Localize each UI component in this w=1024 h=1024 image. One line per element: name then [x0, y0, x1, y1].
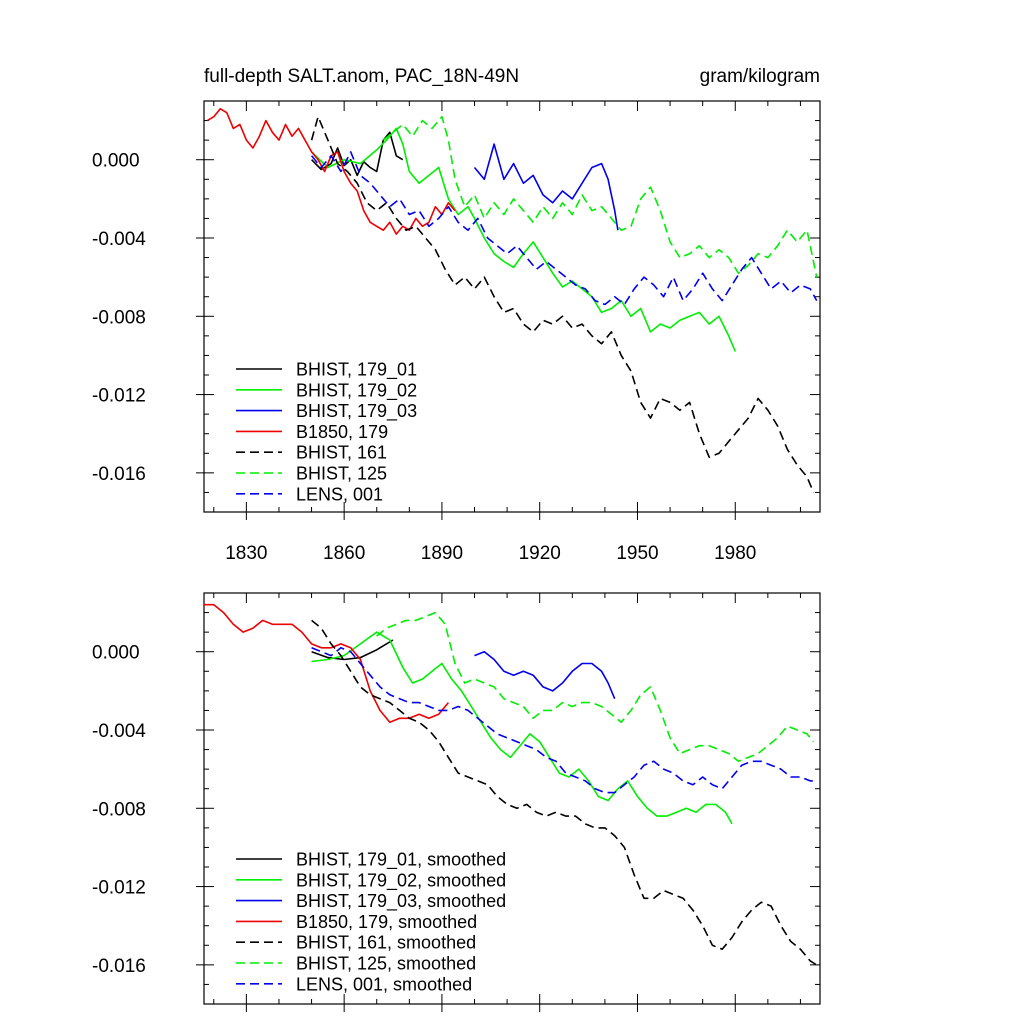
- bottom-y-tick-label: -0.016: [92, 956, 146, 977]
- bottom-series-line: [376, 611, 815, 763]
- bottom-series-line: [311, 619, 818, 966]
- top-x-tick-label: 1980: [714, 543, 756, 564]
- top-legend-label: BHIST, 125: [296, 464, 387, 484]
- top-panel-title: full-depth SALT.anom, PAC_18N-49N: [204, 66, 519, 87]
- bottom-series-group: [204, 603, 818, 966]
- top-series-line: [310, 151, 818, 306]
- bottom-series-line: [204, 603, 450, 724]
- bottom-legend: BHIST, 179_01, smoothed BHIST, 179_02, s…: [236, 850, 506, 994]
- top-series-line: [311, 127, 737, 352]
- top-series-line: [382, 115, 818, 278]
- bottom-legend-label: LENS, 001, smoothed: [296, 974, 472, 994]
- top-axis-ticks: [196, 101, 820, 520]
- top-y-tick-label: -0.016: [92, 464, 146, 485]
- bottom-series-line: [311, 646, 817, 794]
- top-legend-label: BHIST, 179_01: [296, 360, 417, 381]
- top-x-tick-label: 1920: [519, 543, 561, 564]
- bottom-legend-label: BHIST, 179_02, smoothed: [296, 870, 506, 891]
- top-x-tick-label: 1890: [421, 543, 463, 564]
- bottom-legend-label: BHIST, 125, smoothed: [296, 954, 476, 974]
- top-series-line: [473, 143, 619, 231]
- bottom-y-tick-label: 0.000: [92, 643, 140, 664]
- top-y-tick-label: 0.000: [92, 151, 140, 172]
- bottom-y-tick-label: -0.012: [92, 878, 146, 899]
- top-series-line: [311, 131, 404, 177]
- top-panel: full-depth SALT.anom, PAC_18N-49N gram/k…: [92, 66, 821, 564]
- top-legend-label: BHIST, 179_02: [296, 380, 417, 401]
- top-legend-label: BHIST, 161: [296, 443, 387, 463]
- bottom-plot-frame: [203, 592, 821, 1005]
- top-legend-label: LENS, 001: [296, 484, 383, 504]
- bottom-y-tick-label: -0.004: [92, 721, 146, 742]
- top-plot-frame: [203, 100, 821, 513]
- bottom-panel: 0.000 -0.004 -0.008 -0.012 -0.016 BHIST,…: [92, 592, 821, 1012]
- top-x-tick-label: 1860: [323, 543, 365, 564]
- bottom-legend-label: BHIST, 179_03, smoothed: [296, 891, 506, 912]
- top-legend: BHIST, 179_01 BHIST, 179_02 BHIST, 179_0…: [236, 360, 417, 504]
- top-panel-units: gram/kilogram: [700, 66, 820, 87]
- top-y-tick-label: -0.004: [92, 229, 146, 250]
- top-legend-label: BHIST, 179_03: [296, 401, 417, 422]
- bottom-series-line: [474, 650, 616, 700]
- top-x-tick-label: 1830: [225, 543, 267, 564]
- bottom-y-tick-label: -0.008: [92, 799, 146, 820]
- bottom-legend-label: BHIST, 161, smoothed: [296, 933, 476, 953]
- top-y-tick-label: -0.008: [92, 307, 146, 328]
- bottom-series-line: [311, 639, 394, 661]
- bottom-series-line: [311, 631, 733, 825]
- top-y-tick-label: -0.012: [92, 386, 146, 407]
- bottom-axis-ticks: [196, 593, 820, 1012]
- top-series-line: [310, 115, 815, 493]
- top-series-group: [206, 108, 818, 493]
- top-x-tick-label: 1950: [616, 543, 658, 564]
- bottom-legend-label: BHIST, 179_01, smoothed: [296, 850, 506, 871]
- top-legend-label: B1850, 179: [296, 422, 388, 442]
- bottom-legend-label: B1850, 179, smoothed: [296, 912, 477, 932]
